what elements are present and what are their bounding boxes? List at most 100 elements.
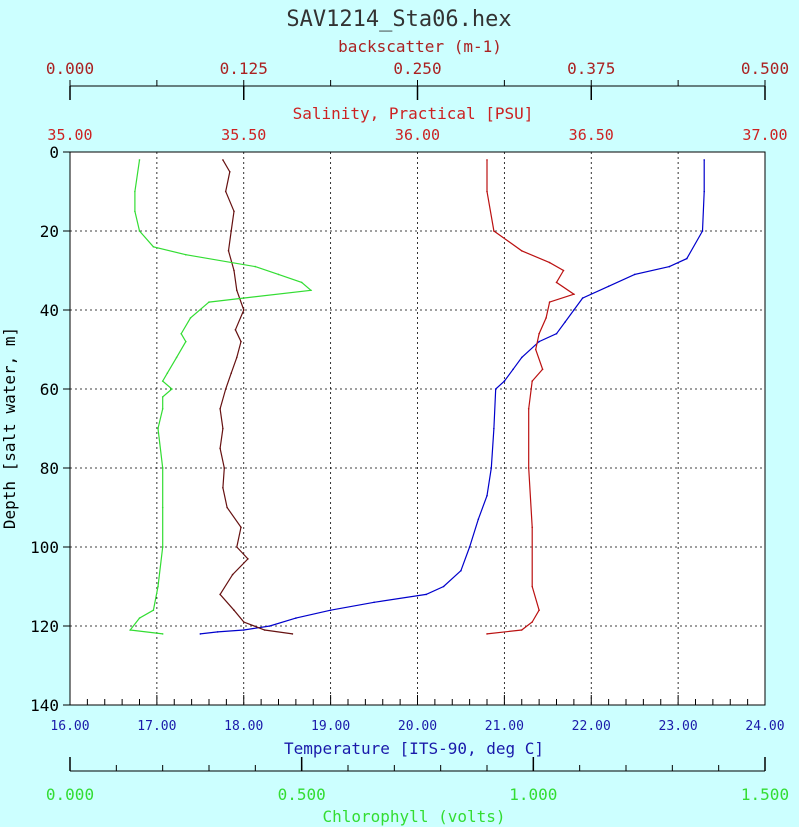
backscatter-data-point: [230, 372, 232, 375]
salinity-data-point: [527, 408, 530, 410]
chlorophyll-data-point: [161, 506, 164, 509]
chlorophyll-data-point: [166, 372, 169, 375]
temperature-data-point: [477, 518, 480, 521]
depth-tick-label: 140: [30, 696, 59, 715]
backscatter-data-point: [233, 210, 235, 213]
salinity-data-point: [520, 250, 523, 252]
temperature-data-point: [490, 467, 493, 469]
chlorophyll-data-point: [161, 380, 164, 382]
chlorophyll-data-point: [161, 396, 164, 398]
backscatter-data-point: [224, 190, 227, 193]
chlorophyll-data-point: [161, 467, 164, 469]
chlorophyll-data-point: [134, 210, 136, 213]
temperature-data-point: [468, 546, 471, 548]
backscatter-data-point: [222, 487, 224, 489]
backscatter-data-point: [223, 467, 226, 469]
backscatter-data-point: [240, 340, 242, 343]
chlorophyll-data-point: [310, 289, 312, 292]
temperature-data-point: [199, 633, 202, 635]
depth-tick-label: 0: [49, 143, 59, 162]
backscatter-data-point: [226, 506, 228, 509]
backscatter-data-point: [230, 230, 232, 232]
backscatter-axis-label: backscatter (m-1): [338, 37, 502, 56]
salinity-data-point: [531, 526, 533, 529]
chlorophyll-tick-label: 1.000: [509, 785, 557, 804]
backscatter-data-point: [236, 546, 238, 548]
backscatter-data-point: [291, 633, 294, 635]
temperature-tick-label: 19.00: [311, 719, 350, 734]
chlorophyll-data-point: [152, 609, 155, 611]
chlorophyll-data-point: [129, 629, 131, 631]
backscatter-data-point: [234, 329, 237, 331]
salinity-data-point: [531, 621, 533, 623]
temperature-data-point: [373, 601, 375, 604]
temperature-data-point: [521, 356, 523, 359]
temperature-data-point: [512, 368, 514, 371]
salinity-data-point: [541, 368, 544, 371]
temperature-data-point: [425, 593, 428, 596]
temperature-tick-label: 21.00: [485, 719, 524, 734]
temperature-data-point: [703, 159, 705, 161]
backscatter-tick-label: 0.500: [741, 59, 789, 78]
backscatter-data-point: [247, 558, 249, 560]
depth-tick-label: 100: [30, 538, 59, 557]
backscatter-data-point: [243, 621, 245, 623]
temperature-tick-label: 18.00: [224, 719, 263, 734]
salinity-data-point: [573, 293, 575, 296]
backscatter-data-point: [231, 573, 234, 576]
salinity-data-point: [562, 269, 565, 272]
backscatter-data-point: [243, 309, 245, 311]
temperature-data-point: [243, 629, 245, 631]
backscatter-data-point: [227, 250, 230, 252]
series: [129, 159, 705, 635]
salinity-data-point: [493, 230, 495, 232]
temperature-tick-label: 20.00: [398, 719, 437, 734]
temperature-data-point: [686, 257, 688, 260]
chlorophyll-data-point: [254, 265, 257, 268]
temperature-axis-label: Temperature [ITS-90, deg C]: [284, 739, 544, 758]
backscatter-tick-label: 0.000: [46, 59, 94, 78]
backscatter-tick-label: 0.375: [567, 59, 615, 78]
depth-tick-label: 40: [40, 301, 59, 320]
temperature-data-point: [460, 569, 462, 572]
temperature-data-point: [633, 273, 636, 276]
salinity-tick-label: 35.50: [221, 126, 266, 144]
salinity-data-point: [486, 190, 488, 193]
temperature-tick-label: 22.00: [572, 719, 611, 734]
salinity-data-point: [486, 633, 488, 635]
chlorophyll-data-point: [138, 159, 141, 161]
salinity-data-point: [545, 317, 547, 319]
salinity-data-point: [527, 467, 530, 469]
chlorophyll-data-point: [157, 427, 159, 430]
backscatter-data-point: [219, 447, 221, 450]
chlorophyll-tick-label: 0.500: [278, 785, 326, 804]
salinity-data-point: [538, 609, 540, 611]
salinity-data-point: [531, 380, 533, 382]
backscatter-data-point: [240, 526, 242, 529]
backscatter-data-point: [219, 408, 221, 410]
temperature-data-point: [581, 297, 584, 299]
chlorophyll-data-point: [171, 388, 173, 390]
backscatter-tick-label: 0.125: [220, 59, 268, 78]
temperature-data-point: [329, 609, 332, 611]
chlorophyll-data-point: [138, 617, 141, 619]
backscatter-data-point: [229, 171, 231, 173]
chlorophyll-data-point: [189, 317, 192, 319]
salinity-axis-label: Salinity, Practical [PSU]: [293, 104, 534, 123]
chlorophyll-axis-label: Chlorophyll (volts): [322, 807, 505, 826]
backscatter-data-point: [219, 593, 221, 596]
chlorophyll-data-point: [152, 246, 155, 248]
chlorophyll-tick-label: 0.000: [46, 785, 94, 804]
backscatter-data-point: [222, 427, 224, 430]
depth-tick-label: 60: [40, 380, 59, 399]
temperature-data-point: [494, 388, 497, 390]
chlorophyll-data-point: [157, 585, 159, 588]
salinity-series-line: [486, 159, 576, 635]
chlorophyll-data-point: [134, 190, 136, 193]
temperature-data-point: [269, 625, 271, 627]
temperature-data-point: [295, 617, 297, 619]
chlorophyll-data-point: [277, 273, 280, 276]
backscatter-data-point: [233, 269, 235, 272]
salinity-data-point: [520, 629, 523, 631]
